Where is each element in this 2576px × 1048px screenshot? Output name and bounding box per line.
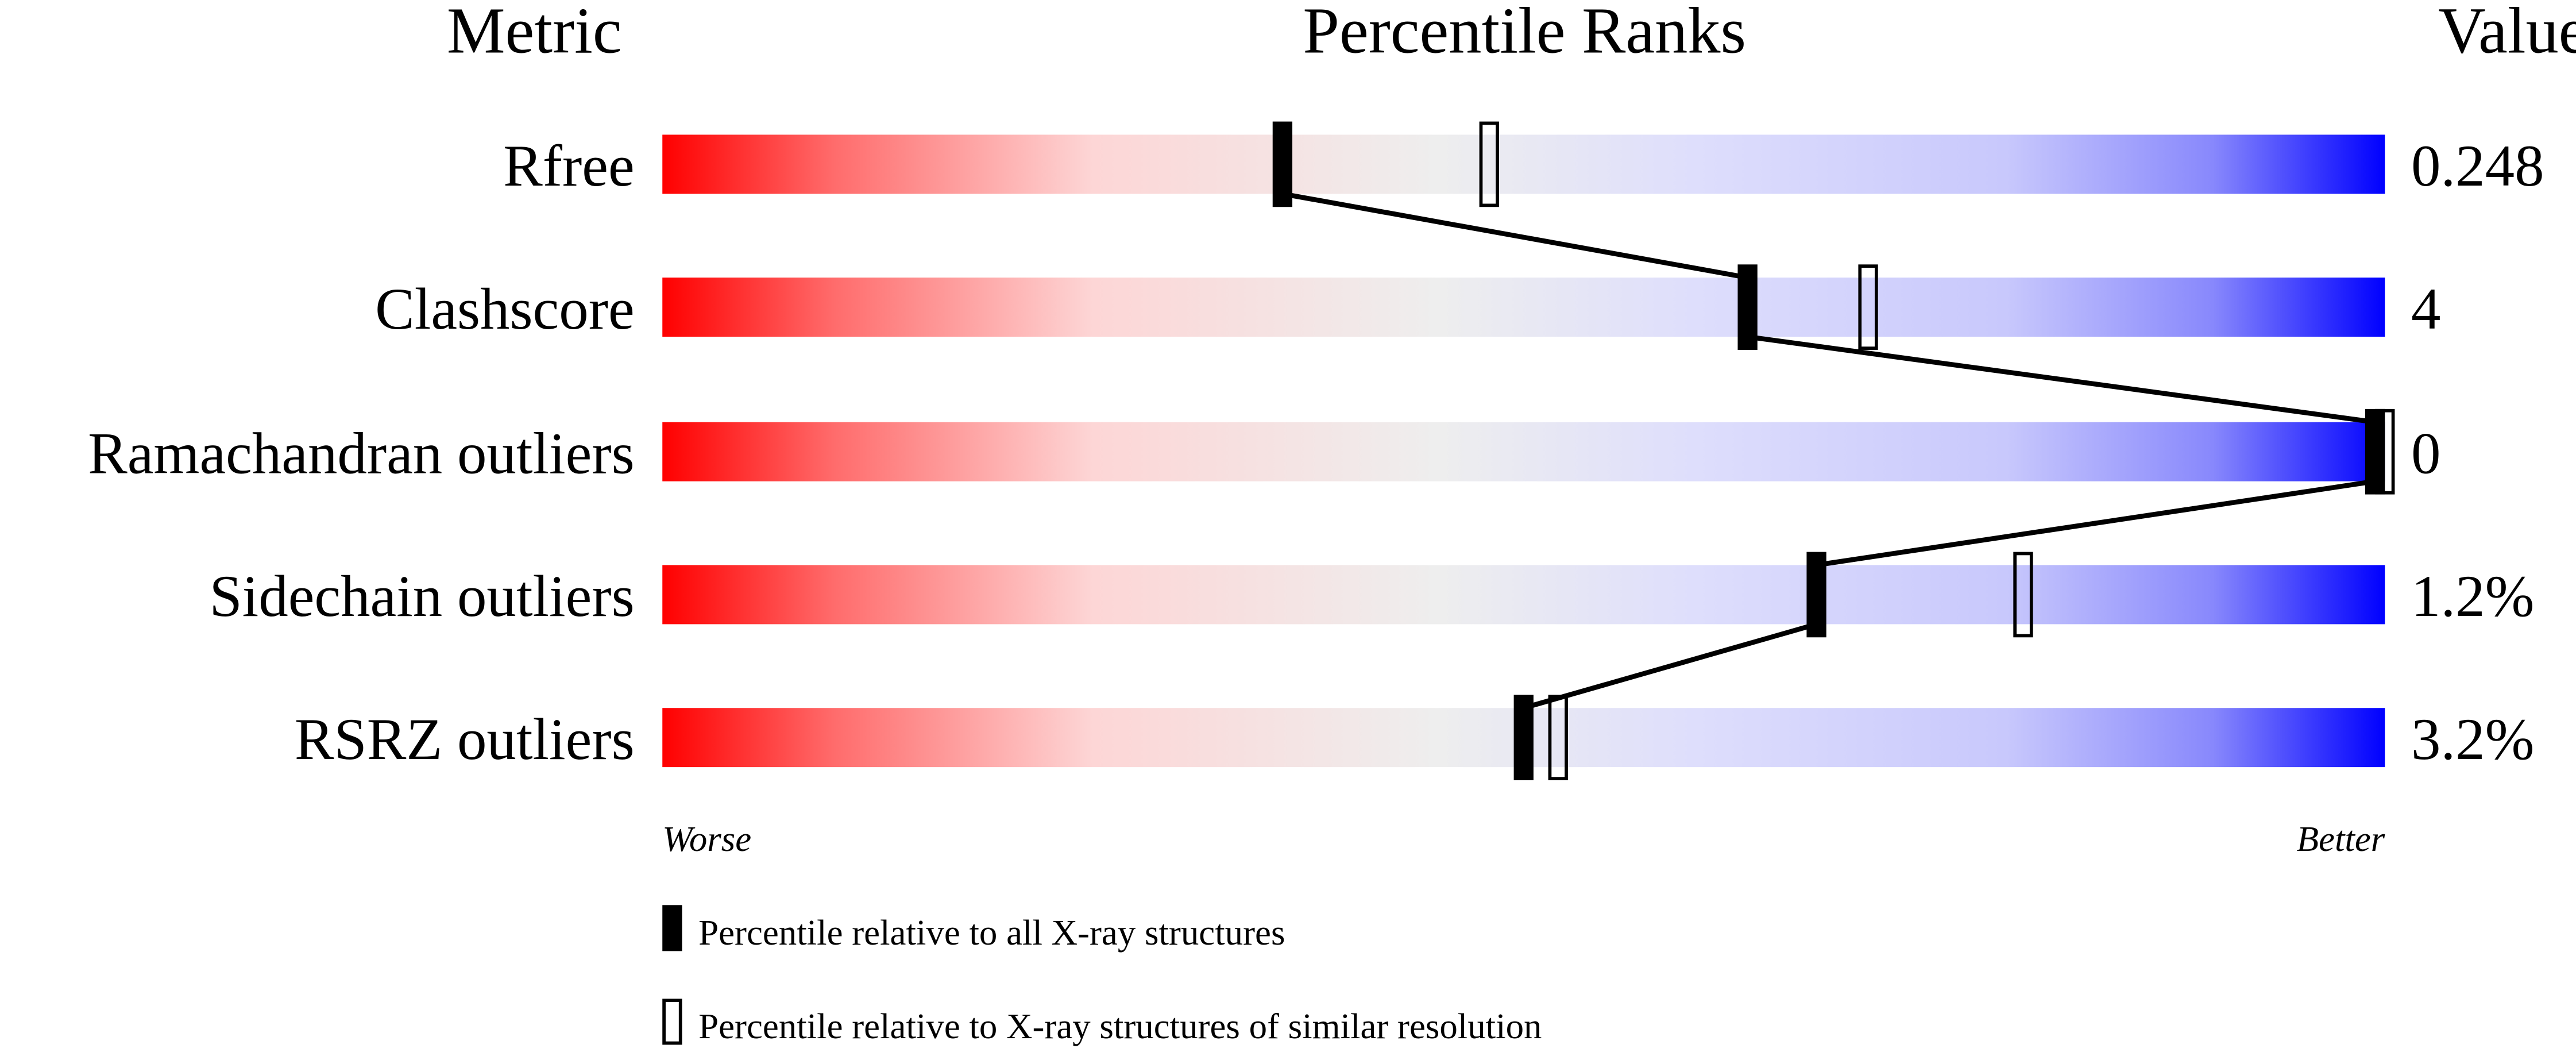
legend-open-marker xyxy=(662,999,682,1045)
all-structures-percentile-marker xyxy=(1272,121,1293,207)
header-percentile-ranks: Percentile Ranks xyxy=(1303,0,1746,67)
percentile-bar xyxy=(662,134,2385,194)
percentile-bar xyxy=(662,565,2385,625)
metric-value: 1.2% xyxy=(2411,564,2534,629)
metric-label: Ramachandran outliers xyxy=(88,421,635,486)
percentile-connector-line xyxy=(1747,334,2376,425)
axis-worse-label: Worse xyxy=(662,819,751,859)
all-structures-percentile-marker xyxy=(1737,264,1758,350)
percentile-bar xyxy=(662,278,2385,337)
legend-filled-marker xyxy=(662,905,682,951)
header-metric: Metric xyxy=(447,0,622,67)
similar-resolution-percentile-marker xyxy=(1858,264,1878,350)
metric-label: Clashscore xyxy=(375,276,635,342)
metric-label: RSRZ outliers xyxy=(295,707,635,772)
percentile-connector-line xyxy=(1816,479,2376,568)
percentile-connector-line xyxy=(1523,622,1817,711)
header-value: Value xyxy=(2438,0,2576,67)
legend-label-similar: Percentile relative to X-ray structures … xyxy=(698,1006,1542,1046)
metric-value: 0 xyxy=(2411,421,2440,486)
percentile-connector-line xyxy=(1282,191,1748,280)
all-structures-percentile-marker xyxy=(2365,409,2385,495)
legend-label-all: Percentile relative to all X-ray structu… xyxy=(698,912,1285,953)
similar-resolution-percentile-marker xyxy=(1548,695,1568,780)
metric-value: 0.248 xyxy=(2411,133,2544,199)
metric-label: Sidechain outliers xyxy=(209,564,634,629)
metric-value: 3.2% xyxy=(2411,707,2534,772)
metric-value: 4 xyxy=(2411,276,2440,342)
percentile-bar xyxy=(662,422,2385,481)
metric-label: Rfree xyxy=(503,133,635,199)
axis-better-label: Better xyxy=(2297,819,2385,859)
all-structures-percentile-marker xyxy=(1513,695,1534,780)
similar-resolution-percentile-marker xyxy=(2013,552,2033,638)
all-structures-percentile-marker xyxy=(1806,552,1826,638)
similar-resolution-percentile-marker xyxy=(1479,121,1499,207)
